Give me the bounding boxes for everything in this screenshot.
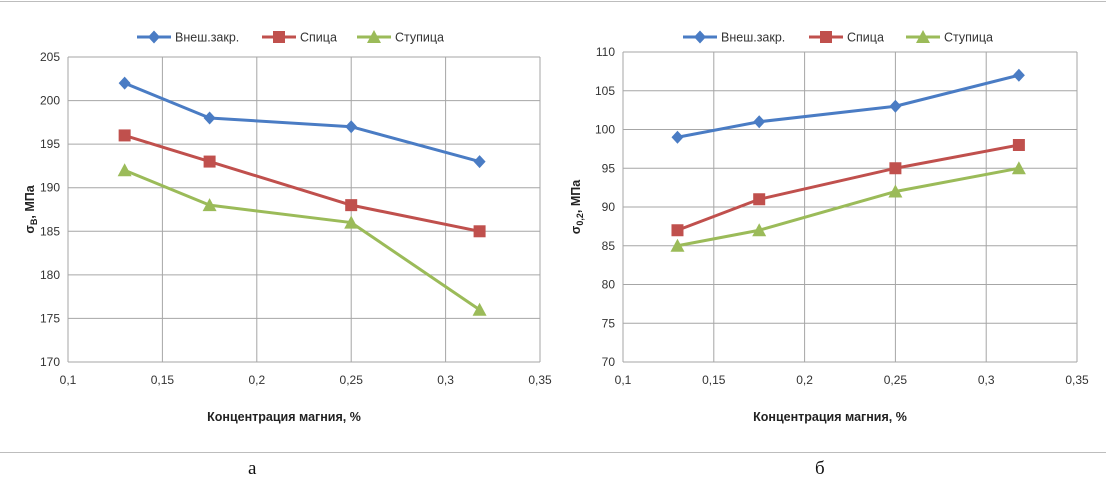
data-point-series-1 — [1012, 139, 1025, 151]
legend-label-0: Внеш.закр. — [175, 31, 239, 45]
data-point-series-0 — [753, 115, 766, 129]
x-tick-label: 0,25 — [884, 373, 908, 387]
data-point-series-1 — [203, 155, 216, 168]
data-point-series-2 — [888, 184, 903, 198]
x-tick-label: 0,15 — [151, 373, 175, 387]
y-tick-label: 80 — [602, 278, 616, 292]
y-tick-label: 95 — [602, 161, 616, 175]
legend-marker-1 — [820, 31, 832, 43]
data-point-series-1 — [671, 224, 684, 237]
legend-marker-2 — [916, 30, 930, 43]
data-point-series-0 — [671, 130, 684, 144]
y-tick-label: 205 — [40, 50, 60, 64]
panel-label-b: б — [815, 458, 825, 479]
data-point-series-1 — [473, 225, 486, 238]
y-tick-label: 75 — [602, 316, 616, 330]
data-point-series-1 — [889, 162, 902, 175]
series-line-1 — [124, 133, 480, 233]
data-point-series-0 — [473, 155, 486, 169]
x-tick-label: 0,35 — [528, 373, 552, 387]
legend-label-2: Ступица — [395, 31, 444, 45]
data-point-series-2 — [752, 223, 767, 237]
x-tick-label: 0,3 — [978, 373, 995, 387]
y-tick-label: 70 — [602, 355, 616, 369]
y-tick-label: 105 — [595, 84, 615, 98]
y-axis-title: σ0,2, МПа — [569, 179, 585, 234]
data-point-series-2 — [1011, 161, 1026, 175]
data-point-series-2 — [670, 238, 685, 252]
y-tick-label: 110 — [596, 45, 615, 59]
caption-rule — [0, 452, 1106, 453]
y-tick-label: 175 — [40, 311, 60, 325]
series-line-0 — [124, 81, 480, 164]
data-point-series-2 — [202, 198, 217, 212]
chart-b: 70 75 80 85 90 95 100 105 110 0,1 0,15 0,2 0,25 0,3 0,… — [569, 30, 1089, 424]
y-tick-label: 100 — [595, 123, 615, 137]
legend-label-2: Ступица — [944, 31, 993, 45]
y-tick-label: 180 — [40, 268, 60, 282]
data-point-series-2 — [344, 215, 359, 229]
data-point-series-0 — [889, 99, 902, 113]
x-tick-label: 0,2 — [248, 373, 265, 387]
data-point-series-0 — [118, 76, 131, 90]
series-line-1 — [676, 143, 1020, 232]
data-point-series-0 — [1012, 68, 1025, 82]
x-tick-label: 0,15 — [702, 373, 726, 387]
y-tick-label: 200 — [40, 94, 60, 108]
data-point-series-0 — [345, 120, 358, 134]
x-tick-label: 0,35 — [1065, 373, 1089, 387]
y-tick-label: 85 — [602, 239, 616, 253]
data-point-series-0 — [203, 111, 216, 125]
y-tick-label: 170 — [40, 355, 60, 369]
y-tick-label: 195 — [40, 137, 60, 151]
series-line-2 — [124, 168, 481, 311]
legend-marker-0 — [694, 30, 706, 44]
series-line-0 — [677, 73, 1020, 139]
y-axis-title: σB, МПа — [23, 184, 39, 233]
y-tick-label: 90 — [602, 200, 616, 214]
x-axis-title: Концентрация магния, % — [207, 410, 361, 424]
x-tick-label: 0,25 — [340, 373, 364, 387]
legend-label-0: Внеш.закр. — [721, 31, 785, 45]
panel-label-a: а — [248, 458, 257, 479]
y-tick-label: 190 — [40, 181, 60, 195]
y-tick-label: 185 — [40, 224, 60, 238]
legend-marker-0 — [148, 30, 160, 44]
data-point-series-2 — [472, 302, 487, 316]
data-point-series-1 — [118, 129, 131, 142]
chart-a: 170 175 180 185 190 195 200 205 0,1 0,15 0,2 0,25 0,… — [23, 30, 552, 424]
data-point-series-1 — [753, 193, 766, 206]
x-axis-title: Концентрация магния, % — [753, 410, 907, 424]
series-line-2 — [677, 166, 1020, 248]
data-point-series-1 — [345, 199, 358, 212]
figure-charts: 170 175 180 185 190 195 200 205 0,1 0,15 0,2 0,25 0,… — [23, 30, 1089, 424]
data-point-series-2 — [117, 163, 132, 177]
x-tick-label: 0,1 — [60, 373, 77, 387]
x-tick-label: 0,2 — [796, 373, 813, 387]
x-tick-label: 0,1 — [615, 373, 632, 387]
top-rule — [0, 1, 1106, 2]
legend-marker-1 — [273, 31, 285, 43]
legend-label-1: Спица — [300, 31, 337, 45]
x-tick-label: 0,3 — [437, 373, 454, 387]
legend-marker-2 — [367, 30, 381, 43]
legend-label-1: Спица — [847, 31, 884, 45]
